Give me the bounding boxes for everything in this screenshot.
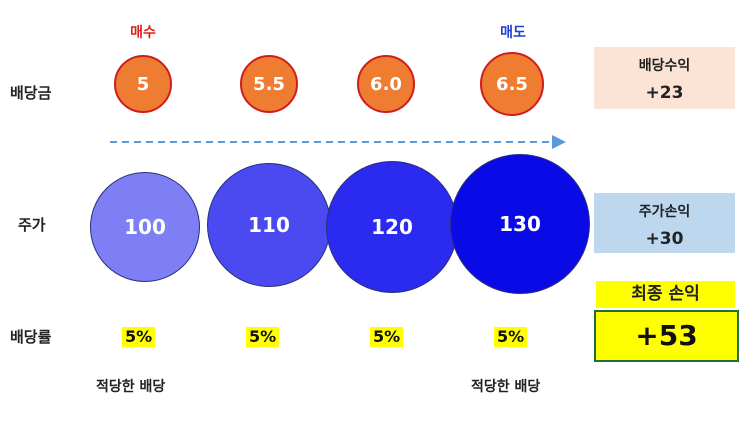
dividend-value: 5.5 <box>253 73 285 95</box>
dividend-circle: 6.5 <box>480 52 544 116</box>
dividend-value: 5 <box>136 73 150 95</box>
progress-arrow <box>110 135 566 149</box>
row-label-dividend: 배당금 <box>10 84 52 102</box>
price-circle: 100 <box>90 172 200 282</box>
dividend-value: 6.5 <box>496 73 528 95</box>
price-circle: 110 <box>207 163 331 287</box>
dividend-circle: 5 <box>114 55 172 113</box>
note-right: 적당한 배당 <box>471 379 541 395</box>
price-value: 130 <box>499 212 541 236</box>
price-circle: 120 <box>326 161 458 293</box>
row-label-yield: 배당률 <box>10 328 52 346</box>
dividend-gain-value: +23 <box>645 83 684 103</box>
dividend-gain-box: 배당수익 +23 <box>594 47 735 109</box>
dividend-circle: 5.5 <box>240 55 298 113</box>
price-gain-box: 주가손익 +30 <box>594 193 735 253</box>
price-circle: 130 <box>450 154 590 294</box>
yield-badge: 5% <box>370 327 404 347</box>
price-value: 100 <box>124 215 166 239</box>
row-label-price: 주가 <box>18 216 46 234</box>
note-left: 적당한 배당 <box>96 379 166 395</box>
price-value: 110 <box>248 213 290 237</box>
final-gain-title: 최종 손익 <box>596 281 735 308</box>
yield-badge: 5% <box>122 327 156 347</box>
buy-signal: 매수 <box>130 25 156 41</box>
yield-badge: 5% <box>494 327 528 347</box>
yield-badge: 5% <box>246 327 280 347</box>
final-gain-value: +53 <box>594 310 739 362</box>
dividend-gain-title: 배당수익 <box>638 58 691 74</box>
sell-signal: 매도 <box>500 25 526 41</box>
price-gain-title: 주가손익 <box>638 204 691 220</box>
price-value: 120 <box>371 215 413 239</box>
dividend-value: 6.0 <box>370 73 402 95</box>
dividend-circle: 6.0 <box>357 55 415 113</box>
price-gain-value: +30 <box>645 229 684 249</box>
